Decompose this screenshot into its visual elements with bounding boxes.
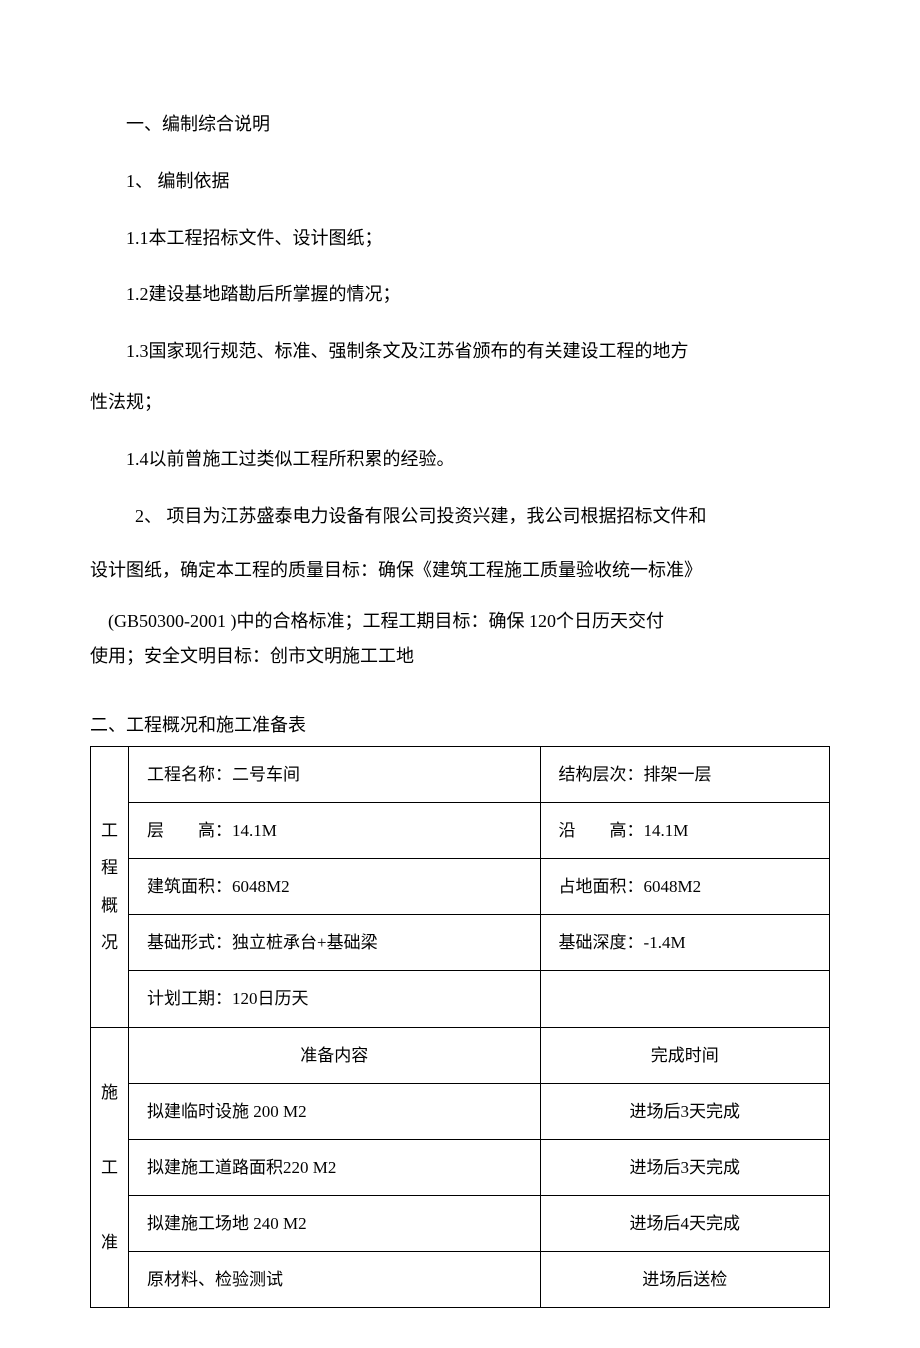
cell-r2c1: 层 高：14.1M bbox=[129, 802, 541, 858]
cell-r1c2: 结构层次：排架一层 bbox=[540, 746, 829, 802]
item1-3: 1.3国家现行规范、标准、强制条文及江苏省颁布的有关建设工程的地方 bbox=[90, 337, 830, 366]
cell-r6c2: 完成时间 bbox=[540, 1027, 829, 1083]
cell-r8c1: 拟建施工道路面积220 M2 bbox=[129, 1139, 541, 1195]
cell-r4c2: 基础深度：-1.4M bbox=[540, 915, 829, 971]
item1-4: 1.4以前曾施工过类似工程所积累的经验。 bbox=[90, 445, 830, 474]
overview-table: 工程概况 工程名称：二号车间 结构层次：排架一层 层 高：14.1M 沿 高：1… bbox=[90, 746, 830, 1309]
section1-title: 一、编制综合说明 bbox=[90, 110, 830, 139]
overview-label: 工程概况 bbox=[91, 746, 129, 1027]
cell-r10c1: 原材料、检验测试 bbox=[129, 1252, 541, 1308]
item1-1: 1.1本工程招标文件、设计图纸； bbox=[90, 224, 830, 253]
cell-r7c1: 拟建临时设施 200 M2 bbox=[129, 1083, 541, 1139]
item1: 1、 编制依据 bbox=[90, 167, 830, 196]
item1-3b: 性法规； bbox=[90, 388, 830, 417]
cell-r2c2: 沿 高：14.1M bbox=[540, 802, 829, 858]
cell-r9c2: 进场后4天完成 bbox=[540, 1196, 829, 1252]
cell-r5c2 bbox=[540, 971, 829, 1027]
cell-r4c1: 基础形式：独立桩承台+基础梁 bbox=[129, 915, 541, 971]
item2d: 使用；安全文明目标：创市文明施工工地 bbox=[90, 642, 830, 671]
item2b: 设计图纸，确定本工程的质量目标：确保《建筑工程施工质量验收统一标准》 bbox=[90, 556, 830, 585]
item2: 2、 项目为江苏盛泰电力设备有限公司投资兴建，我公司根据招标文件和 bbox=[90, 502, 830, 531]
cell-r3c2: 占地面积：6048M2 bbox=[540, 858, 829, 914]
cell-r6c1: 准备内容 bbox=[129, 1027, 541, 1083]
cell-r8c2: 进场后3天完成 bbox=[540, 1139, 829, 1195]
prep-label: 施工准 bbox=[91, 1027, 129, 1308]
cell-r1c1: 工程名称：二号车间 bbox=[129, 746, 541, 802]
section2-title: 二、工程概况和施工准备表 bbox=[90, 711, 830, 740]
cell-r10c2: 进场后送检 bbox=[540, 1252, 829, 1308]
item1-2: 1.2建设基地踏勘后所掌握的情况； bbox=[90, 280, 830, 309]
cell-r7c2: 进场后3天完成 bbox=[540, 1083, 829, 1139]
item2c: (GB50300-2001 )中的合格标准；工程工期目标：确保 120个日历天交… bbox=[90, 607, 830, 636]
cell-r5c1: 计划工期：120日历天 bbox=[129, 971, 541, 1027]
cell-r9c1: 拟建施工场地 240 M2 bbox=[129, 1196, 541, 1252]
cell-r3c1: 建筑面积：6048M2 bbox=[129, 858, 541, 914]
